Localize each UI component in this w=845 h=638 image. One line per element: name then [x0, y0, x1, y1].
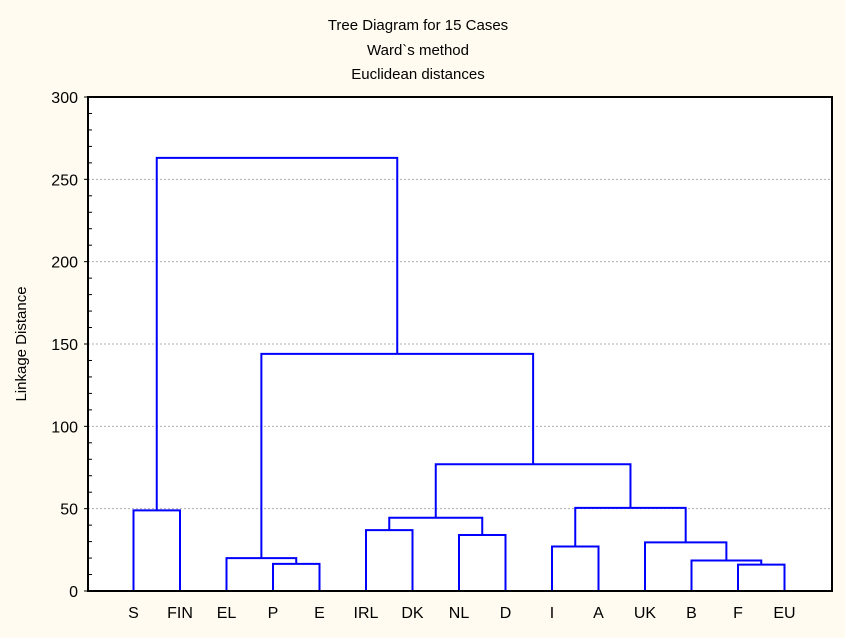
chart-subtitle-distance: Euclidean distances — [351, 66, 484, 83]
chart-subtitle-method: Ward`s method — [367, 42, 469, 59]
y-tick-label: 150 — [51, 337, 78, 354]
leaf-label: F — [733, 605, 743, 622]
y-tick-label: 250 — [51, 172, 78, 189]
leaf-label: EL — [217, 605, 237, 622]
leaf-label: D — [500, 605, 512, 622]
leaf-label: DK — [401, 605, 424, 622]
leaf-label: IRL — [354, 605, 379, 622]
y-tick-label: 50 — [60, 502, 78, 519]
leaf-label: NL — [449, 605, 470, 622]
y-tick-label: 200 — [51, 255, 78, 272]
leaf-label: EU — [773, 605, 795, 622]
y-tick-label: 300 — [51, 90, 78, 107]
leaf-label: A — [593, 605, 604, 622]
chart-title: Tree Diagram for 15 Cases — [328, 17, 508, 34]
dendrogram-link — [434, 463, 632, 518]
leaf-label: E — [314, 605, 325, 622]
leaf-label: P — [268, 605, 279, 622]
dendrogram-link — [690, 559, 763, 591]
y-axis-label: Linkage Distance — [13, 286, 30, 401]
dendrogram-link — [155, 156, 399, 511]
y-tick-label: 0 — [69, 584, 78, 601]
leaf-label: UK — [634, 605, 657, 622]
dendrogram-link — [225, 557, 298, 591]
leaf-label: S — [128, 605, 139, 622]
leaf-label: FIN — [167, 605, 193, 622]
y-tick-label: 100 — [51, 419, 78, 436]
leaf-label: B — [686, 605, 697, 622]
leaf-label: I — [550, 605, 554, 622]
